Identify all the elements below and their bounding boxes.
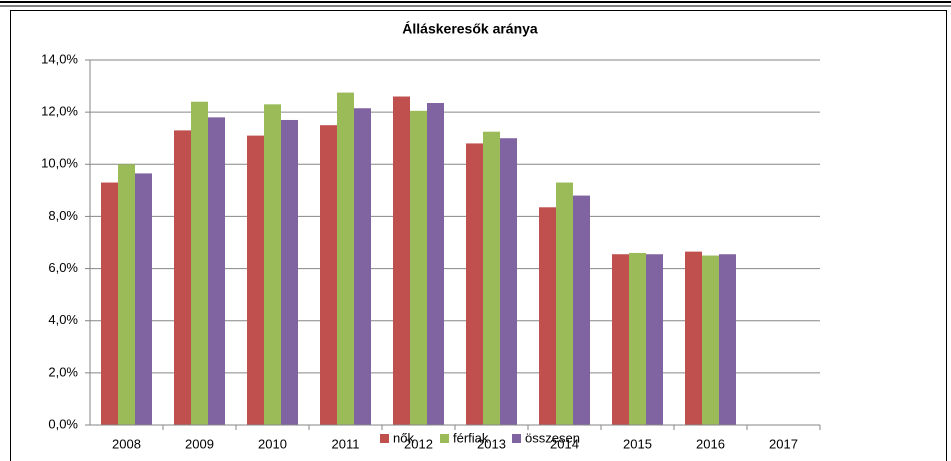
bar	[685, 251, 702, 425]
bar	[393, 96, 410, 425]
bar	[101, 182, 118, 425]
bar	[118, 164, 135, 426]
legend-swatch	[380, 434, 389, 443]
bar	[427, 103, 444, 426]
chart-title: Álláskeresők aránya	[402, 21, 538, 37]
bar	[539, 207, 556, 425]
y-tick-label: 14,0%	[41, 51, 78, 66]
bar	[174, 130, 191, 425]
x-tick-label: 2016	[696, 436, 725, 451]
bar	[483, 131, 500, 426]
x-tick-label: 2014	[550, 436, 579, 451]
legend-swatch	[512, 434, 521, 443]
y-tick-label: 4,0%	[48, 312, 78, 327]
legend-label: férfiak	[453, 430, 489, 445]
bar	[573, 195, 590, 425]
bar	[466, 143, 483, 425]
y-tick-label: 2,0%	[48, 364, 78, 379]
legend-label: nők	[393, 430, 414, 445]
bar	[191, 101, 208, 425]
x-tick-label: 2015	[623, 436, 652, 451]
bar	[208, 117, 225, 425]
x-tick-label: 2017	[769, 436, 798, 451]
bar	[500, 138, 517, 425]
bar	[629, 252, 646, 425]
bar	[354, 108, 371, 425]
bar	[612, 254, 629, 425]
bar	[135, 173, 152, 425]
x-tick-label: 2012	[404, 436, 433, 451]
bar	[702, 255, 719, 425]
x-tick-label: 2013	[477, 436, 506, 451]
bar	[320, 125, 337, 425]
bar	[646, 254, 663, 425]
legend-label: összesen	[525, 430, 580, 445]
y-tick-label: 0,0%	[48, 416, 78, 431]
bar	[264, 104, 281, 426]
legend-swatch	[440, 434, 449, 443]
x-tick-label: 2008	[112, 436, 141, 451]
y-tick-label: 6,0%	[48, 260, 78, 275]
x-tick-label: 2011	[332, 436, 360, 451]
bar	[556, 182, 573, 425]
x-tick-label: 2009	[185, 436, 214, 451]
bar	[247, 135, 264, 425]
x-tick-label: 2010	[258, 436, 287, 451]
y-tick-label: 10,0%	[41, 156, 78, 171]
y-tick-label: 8,0%	[48, 208, 78, 223]
bar	[719, 254, 736, 425]
bar	[281, 119, 298, 425]
y-tick-label: 12,0%	[41, 104, 78, 119]
bar	[337, 92, 354, 425]
bar	[410, 110, 427, 425]
